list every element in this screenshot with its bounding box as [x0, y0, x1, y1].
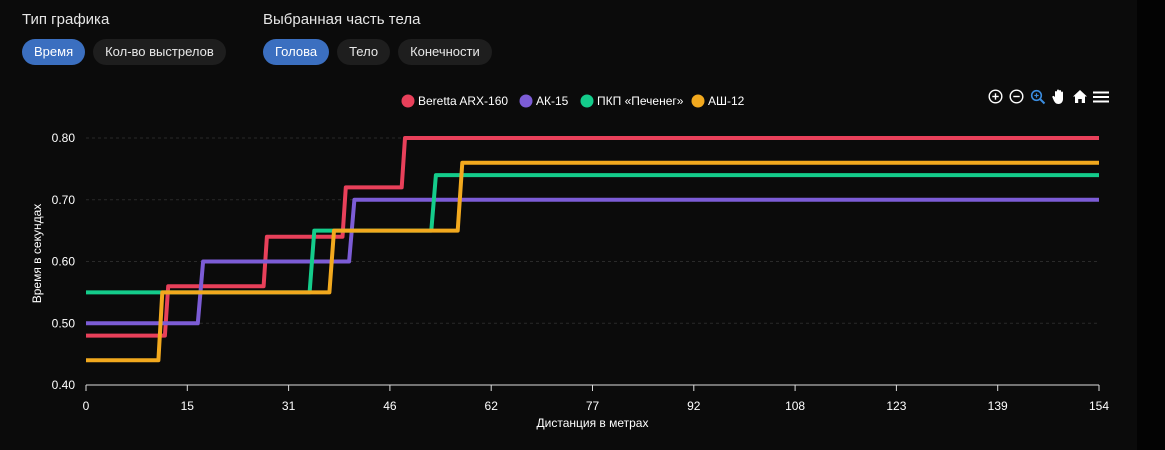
- chart-type-title: Тип графика: [22, 11, 110, 28]
- y-axis-title: Время в секундах: [30, 204, 44, 304]
- legend-item-0[interactable]: Beretta ARX-160: [401, 94, 509, 108]
- series-line-0[interactable]: [86, 136, 1099, 338]
- legend-label: ПКП «Печенег»: [597, 94, 684, 108]
- y-tick-label: 0.60: [52, 255, 76, 269]
- series-line-1[interactable]: [86, 197, 1099, 326]
- x-tick-label: 108: [785, 399, 805, 413]
- line-chart: Beretta ARX-160 АК-15 ПКП «Печенег» АШ-12 0…: [30, 94, 1109, 430]
- legend-marker: [691, 94, 705, 108]
- zoom-select-icon[interactable]: [1029, 88, 1046, 105]
- body-part-option-torso[interactable]: Тело: [337, 39, 391, 65]
- body-part-option-limbs[interactable]: Конечности: [398, 39, 492, 65]
- x-tick-label: 62: [485, 399, 499, 413]
- page-scrollbar-track[interactable]: [1137, 0, 1165, 450]
- zoom-out-icon[interactable]: [1008, 88, 1025, 105]
- chart-series: [86, 136, 1099, 363]
- legend-label: АШ-12: [708, 94, 745, 108]
- x-tick-label: 123: [886, 399, 906, 413]
- legend-item-3[interactable]: АШ-12: [691, 94, 745, 108]
- legend-item-1[interactable]: АК-15: [519, 94, 569, 108]
- series-line-3[interactable]: [86, 160, 1099, 363]
- y-tick-label: 0.70: [52, 193, 76, 207]
- chart-toolbar: [987, 88, 1109, 105]
- zoom-in-icon[interactable]: [987, 88, 1004, 105]
- x-tick-label: 31: [282, 399, 296, 413]
- legend-label: Beretta ARX-160: [418, 94, 508, 108]
- x-tick-label: 77: [586, 399, 600, 413]
- chart-type-option-shots[interactable]: Кол-во выстрелов: [93, 39, 226, 65]
- x-tick-label: 0: [83, 399, 90, 413]
- chart-grid: [86, 137, 1099, 324]
- reset-home-icon[interactable]: [1071, 88, 1088, 105]
- x-tick-label: 154: [1089, 399, 1109, 413]
- y-axis: 0.40 0.50 0.60 0.70 0.80: [52, 131, 76, 392]
- x-tick-label: 46: [383, 399, 397, 413]
- legend-marker: [401, 94, 415, 108]
- menu-icon[interactable]: [1092, 88, 1109, 105]
- legend-marker: [519, 94, 533, 108]
- body-part-option-head[interactable]: Голова: [263, 39, 330, 65]
- chart-type-option-time[interactable]: Время: [22, 39, 86, 65]
- legend-item-2[interactable]: ПКП «Печенег»: [580, 94, 684, 108]
- series-line-2[interactable]: [86, 173, 1099, 295]
- chart-panel: Тип графика Время Кол-во выстрелов Выбра…: [22, 11, 1110, 430]
- y-tick-label: 0.80: [52, 131, 76, 145]
- x-tick-label: 15: [181, 399, 195, 413]
- body-part-title: Выбранная часть тела: [263, 11, 421, 28]
- x-tick-label: 92: [687, 399, 701, 413]
- y-tick-label: 0.40: [52, 378, 76, 392]
- y-tick-label: 0.50: [52, 316, 76, 330]
- x-axis: 0 15 31 46 62 77 92 108 123 139 154: [83, 384, 1109, 413]
- x-axis-title: Дистанция в метрах: [537, 416, 649, 430]
- legend-label: АК-15: [536, 94, 569, 108]
- chart-type-options: Время Кол-во выстрелов: [22, 39, 226, 65]
- pan-hand-icon[interactable]: [1050, 88, 1067, 105]
- legend-marker: [580, 94, 594, 108]
- body-part-options: Голова Тело Конечности: [263, 39, 492, 65]
- chart-legend: Beretta ARX-160 АК-15 ПКП «Печенег» АШ-12: [401, 94, 745, 108]
- x-tick-label: 139: [988, 399, 1008, 413]
